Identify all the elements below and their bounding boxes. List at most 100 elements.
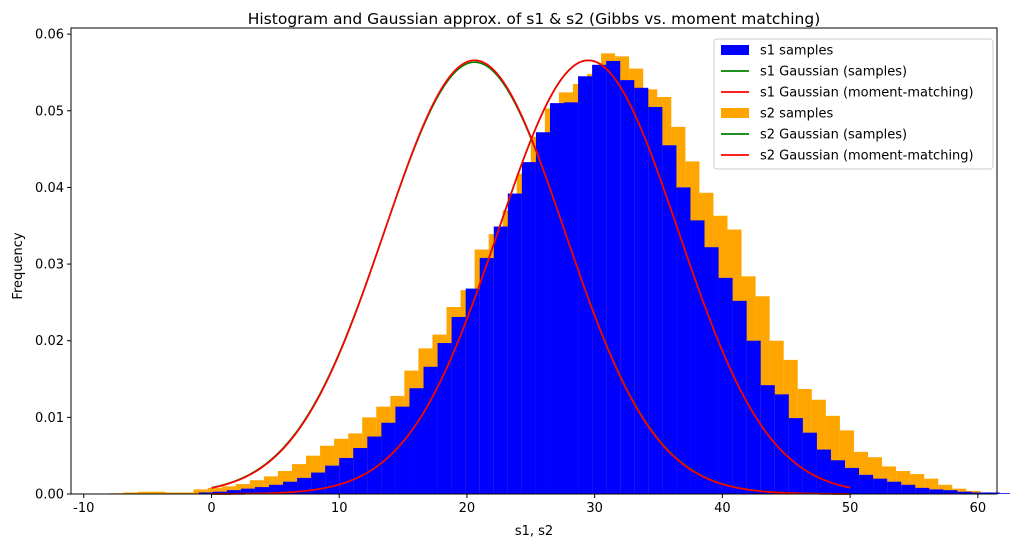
- s1-hist-bar: [999, 493, 1010, 494]
- s1-hist-bar: [985, 492, 1000, 494]
- s1-hist-bar: [704, 247, 719, 494]
- s2-hist-bar: [179, 492, 194, 494]
- y-tick-label: 0.01: [35, 411, 64, 426]
- x-tick-label: 10: [331, 501, 348, 516]
- s1-hist-bar: [451, 316, 466, 494]
- s2-hist-bar: [137, 491, 152, 494]
- s1-hist-bar: [620, 80, 635, 495]
- gaussian-curves: [211, 59, 851, 495]
- s1-hist-bar: [212, 491, 227, 494]
- s1-hist-bar: [381, 422, 396, 494]
- s1-hist-bar: [549, 103, 565, 494]
- x-axis-label: s1, s2: [515, 524, 553, 539]
- s1-hist-bar: [816, 449, 831, 494]
- s1-hist-bar: [788, 418, 803, 494]
- s1-hist-bar: [845, 467, 860, 494]
- chart-title: Histogram and Gaussian approx. of s1 & s…: [248, 10, 821, 28]
- s1-hist-bar: [830, 460, 846, 494]
- s1-hist-bar: [606, 60, 621, 494]
- y-tick-label: 0.04: [35, 181, 64, 196]
- s2-hist-bar: [151, 491, 166, 494]
- s1-hist-bar: [268, 484, 284, 494]
- legend: s1 samples s1 Gaussian (samples) s1 Gaussi…: [713, 38, 994, 170]
- y-tick-label: 0.02: [35, 334, 64, 349]
- s1-hist-bar: [578, 76, 593, 494]
- s1-hist-bar: [648, 106, 663, 494]
- x-tick-label: 30: [586, 501, 603, 516]
- legend-swatch: [721, 108, 749, 118]
- s1-hist-bar: [732, 300, 747, 494]
- y-tick-label: 0.05: [35, 104, 64, 119]
- s1-hist-bar: [521, 162, 536, 494]
- y-tick-label: 0.03: [35, 258, 64, 273]
- legend-label: s1 samples: [760, 44, 833, 59]
- s1-hist-bar: [353, 448, 368, 494]
- s1-hist-bar: [254, 487, 269, 494]
- s1-hist-bar: [746, 340, 761, 494]
- s1-hist-bar: [339, 457, 354, 494]
- s1-hist-bar: [507, 193, 522, 495]
- s2-gaussian-moment-matching-curve: [211, 59, 851, 495]
- x-tick-label: 40: [714, 501, 731, 516]
- x-tick-label: 0: [207, 501, 215, 516]
- s1-hist-bar: [915, 487, 930, 494]
- s1-hist-bar: [929, 489, 944, 494]
- s1-hist-bar: [592, 64, 607, 494]
- s1-hist-bar: [240, 488, 255, 494]
- plot-frame: [70, 27, 998, 495]
- s1-hist-bar: [676, 187, 691, 494]
- s1-hist-bar: [859, 474, 874, 494]
- s1-hist-bar: [774, 394, 789, 494]
- x-axis: -10 0 10 20 30 40 50 60: [73, 494, 986, 516]
- s1-hist-bar: [409, 388, 424, 494]
- legend-box: [713, 38, 994, 170]
- legend-label: s2 samples: [760, 107, 833, 122]
- s1-hist-bar: [367, 436, 382, 494]
- s1-hist-bar: [479, 257, 494, 494]
- s1-hist-bar: [690, 220, 705, 494]
- legend-label: s1 Gaussian (moment-matching): [760, 86, 974, 101]
- s1-hist-bar: [662, 145, 677, 494]
- x-tick-label: 60: [970, 501, 987, 516]
- s1-hist-bar: [802, 432, 817, 494]
- s1-hist-bar: [901, 484, 916, 494]
- s1-hist-bar: [325, 465, 340, 494]
- y-tick-label: 0.00: [35, 488, 64, 503]
- y-axis-label: Frequency: [11, 232, 26, 299]
- y-tick-label: 0.06: [35, 28, 64, 43]
- s1-hist-bar: [226, 490, 241, 494]
- s1-hist-bar: [198, 492, 213, 494]
- s1-hist-bar: [873, 478, 888, 494]
- s2-hist-bar: [952, 488, 967, 494]
- x-tick-label: -10: [73, 501, 94, 516]
- s1-hist-bar: [760, 385, 775, 494]
- s1-hist-bar: [423, 366, 438, 494]
- x-tick-label: 50: [842, 501, 859, 516]
- legend-label: s1 Gaussian (samples): [760, 65, 907, 80]
- s2-hist-bar: [165, 492, 180, 494]
- s2-hist-bar: [207, 487, 222, 494]
- s1-hist-bar: [311, 472, 326, 494]
- s1-hist-bar: [535, 132, 550, 494]
- s1-hist-bar: [718, 277, 733, 494]
- s1-hist-bar: [465, 288, 480, 494]
- s1-hist-bar: [283, 481, 298, 494]
- s1-hist-bar: [437, 343, 452, 494]
- s1-hist-bar: [493, 226, 508, 494]
- legend-label: s2 Gaussian (samples): [760, 128, 907, 143]
- legend-label: s2 Gaussian (moment-matching): [760, 149, 974, 164]
- s1-hist-bar: [971, 492, 986, 494]
- legend-swatch: [721, 45, 749, 55]
- s1-hist-bar: [957, 491, 972, 494]
- s2-hist-bar: [938, 484, 953, 494]
- s1-hist-bar: [943, 490, 958, 494]
- s1-hist-bar: [887, 481, 902, 494]
- s1-hist-bar: [395, 406, 410, 494]
- s2-hist-bar: [123, 492, 138, 494]
- plot-area: [109, 53, 1010, 495]
- x-tick-label: 20: [459, 501, 476, 516]
- s1-hist-bar: [564, 102, 579, 494]
- y-axis: 0.00 0.01 0.02 0.03 0.04 0.05 0.06: [35, 28, 71, 503]
- s1-histogram: [198, 60, 1010, 495]
